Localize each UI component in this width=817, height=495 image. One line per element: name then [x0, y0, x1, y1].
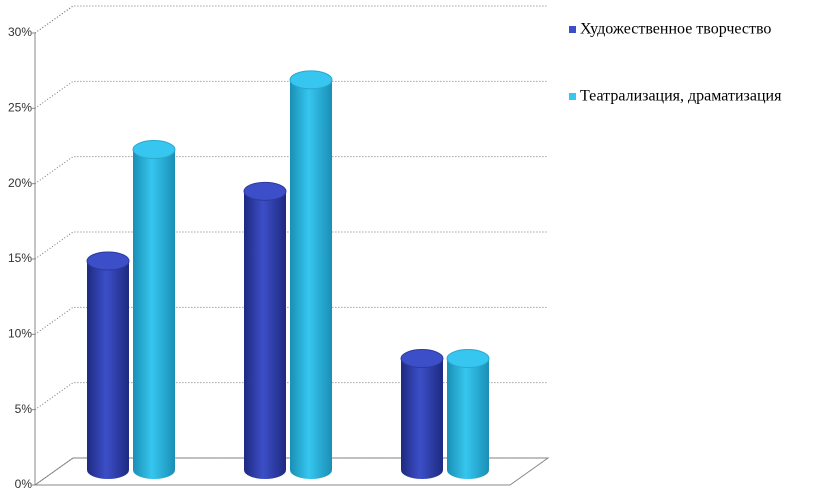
bar	[244, 191, 286, 471]
bar	[401, 358, 443, 470]
grid-line	[34, 457, 548, 486]
cylinder-top	[86, 251, 130, 271]
y-tick-label: 0%	[15, 477, 33, 491]
legend-swatch	[569, 93, 576, 100]
cylinder-top	[446, 349, 490, 369]
floor	[34, 457, 550, 486]
grid-line	[34, 5, 548, 34]
bar	[87, 261, 129, 470]
cylinder-top	[243, 181, 287, 201]
cylinder-top	[132, 140, 176, 160]
legend-label: Театрализация, драматизация	[580, 88, 782, 105]
grid-line	[34, 306, 548, 335]
bar	[447, 358, 489, 470]
y-tick-label: 30%	[8, 25, 32, 39]
grid-line	[34, 382, 548, 411]
cylinder-top	[289, 70, 333, 90]
legend-swatch	[569, 26, 576, 33]
y-tick-label: 10%	[8, 327, 32, 341]
grid-line	[34, 156, 548, 185]
bar	[290, 79, 332, 470]
y-tick-label: 20%	[8, 176, 32, 190]
grid-line	[34, 80, 548, 109]
bar	[133, 149, 175, 471]
y-tick-label: 5%	[15, 402, 33, 416]
y-tick-label: 15%	[8, 251, 32, 265]
y-tick-label: 25%	[8, 101, 32, 115]
grid-line	[34, 231, 548, 260]
legend-label: Художественное творчество	[580, 21, 771, 38]
cylinder-top	[400, 349, 444, 369]
